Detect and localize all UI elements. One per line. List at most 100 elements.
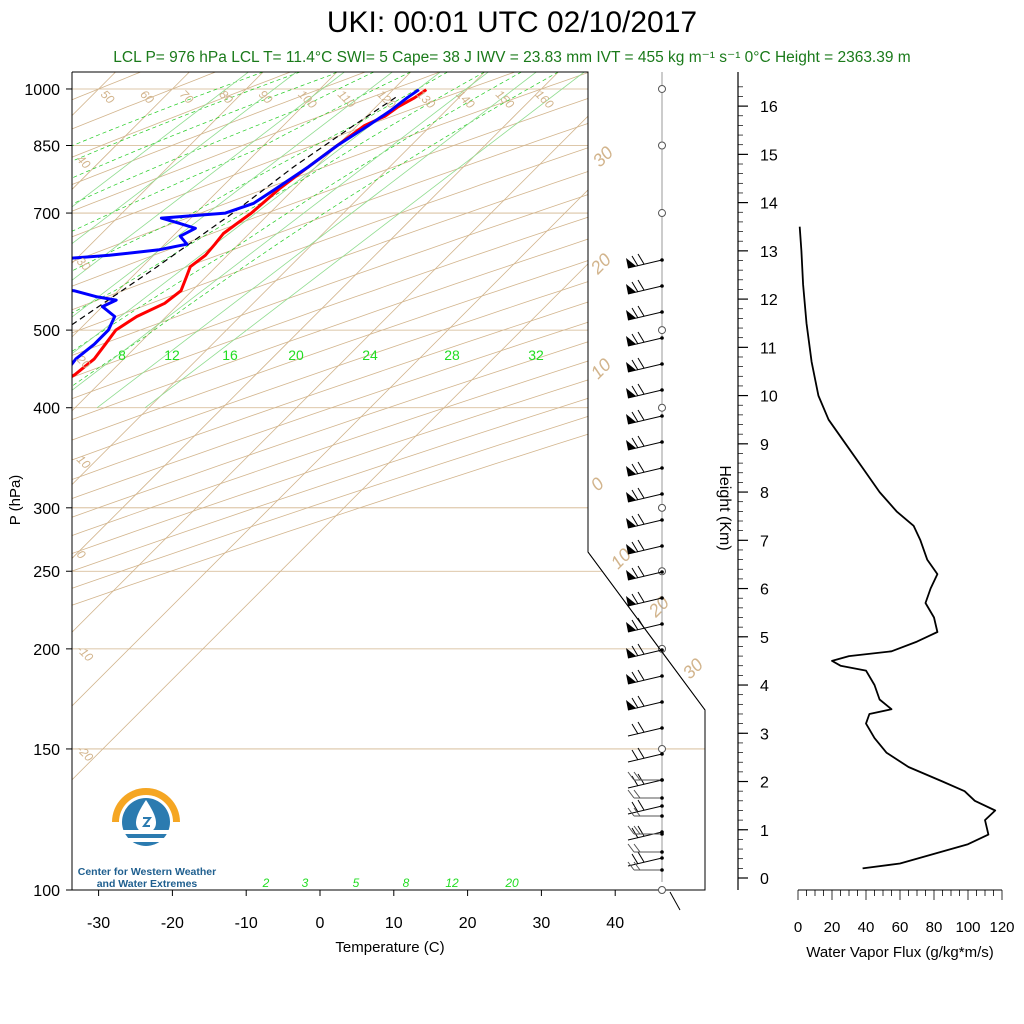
flux-x-axis-title: Water Vapor Flux (g/kg*m/s)	[806, 944, 994, 961]
moist-adiabat-line	[72, 72, 301, 650]
mixing-ratio-top-label: 8	[118, 347, 126, 363]
wind-pennant	[626, 414, 636, 424]
logo-caption-line2: and Water Extremes	[96, 878, 198, 890]
wind-dot	[660, 796, 664, 800]
mixing-ratio-line	[72, 72, 489, 409]
wind-barb	[627, 337, 663, 347]
wind-pennant	[626, 466, 636, 476]
dry-adiabat-line	[72, 72, 705, 890]
skew-t-grid	[72, 72, 705, 890]
tail-line	[669, 891, 681, 911]
height-tick-label: 2	[760, 775, 769, 792]
wind-feather	[631, 515, 639, 527]
dry-adiabat-line	[72, 72, 705, 890]
y-tick-label: 150	[33, 742, 60, 759]
mixing-ratio-top-label: 12	[164, 347, 180, 363]
wind-feather	[631, 463, 639, 475]
isotherm-label: 30	[589, 143, 617, 171]
height-tick-label: 13	[760, 244, 778, 261]
height-tick-label: 9	[760, 437, 769, 454]
y-tick-label: 700	[33, 206, 60, 223]
height-tick-label: 1	[760, 823, 769, 840]
wind-barb	[627, 623, 663, 633]
mixing-ratio-line	[96, 72, 537, 409]
height-tick-label: 8	[760, 485, 769, 502]
logo-caption: Center for Western Weather and Water Ext…	[64, 866, 230, 890]
height-axis-title: Height (Km)	[716, 465, 733, 550]
wind-feather-low	[627, 825, 635, 835]
y-tick-label: 100	[33, 883, 60, 900]
wind-pennant	[626, 596, 636, 606]
moist-adiabat-line	[72, 72, 411, 650]
wind-feather	[637, 721, 645, 733]
wind-feather	[637, 799, 645, 811]
mixing-ratio-bottom-label: 2	[262, 876, 270, 890]
wind-pennant	[626, 570, 636, 580]
height-tick-label: 7	[760, 533, 769, 550]
wind-pennant	[626, 700, 636, 710]
wind-barb	[627, 259, 663, 269]
height-tick-label: 14	[760, 196, 778, 213]
calm-circle	[658, 403, 666, 412]
wind-feather	[637, 305, 645, 317]
wind-barb	[627, 571, 663, 581]
wind-feather-low	[627, 771, 635, 781]
wind-feather	[637, 253, 645, 265]
moist-adiabat-line	[72, 72, 375, 650]
moist-adiabat-line	[72, 72, 448, 650]
isotherm-line	[72, 72, 264, 890]
isotherm-line	[72, 72, 412, 890]
dry-adiabat-label: 80	[216, 87, 236, 107]
wind-feather-low	[633, 843, 641, 853]
wind-feather	[637, 695, 645, 707]
x-tick-label: 20	[459, 915, 477, 932]
calm-circle	[658, 141, 666, 150]
wind-pennant	[626, 544, 636, 554]
wind-feather	[631, 775, 639, 787]
flux-x-tick-label: 20	[824, 919, 841, 936]
wind-barb	[627, 389, 663, 399]
wind-feather	[631, 749, 639, 761]
wind-pennant	[626, 492, 636, 502]
isotherm-line	[72, 72, 633, 890]
parcel-line	[72, 96, 397, 331]
wind-feather	[631, 411, 639, 423]
wind-barb	[627, 831, 663, 841]
wind-feather	[637, 435, 645, 447]
notch-line	[587, 551, 706, 711]
wind-barb	[627, 675, 663, 685]
wind-barb	[627, 779, 663, 789]
mixing-ratio-line	[72, 72, 393, 409]
wind-feather	[631, 671, 639, 683]
dry-adiabat-line	[72, 72, 705, 890]
dry-adiabat-line	[72, 72, 705, 890]
isotherm-line	[72, 72, 485, 890]
wind-pennant	[626, 648, 636, 658]
wind-feather	[637, 461, 645, 473]
mixing-ratio-bottom-label: 12	[445, 876, 459, 890]
wind-pennant	[626, 388, 636, 398]
isotherm-label: 30	[679, 655, 707, 683]
wind-feather	[631, 593, 639, 605]
wind-feather	[637, 643, 645, 655]
isotherm-label: 0	[587, 474, 608, 495]
wind-feather	[631, 827, 639, 839]
wind-feather	[631, 281, 639, 293]
dewpoint-line	[72, 88, 420, 745]
dry-adiabat-label: 50	[98, 87, 118, 107]
wind-feather	[631, 307, 639, 319]
dry-adiabat-line	[72, 72, 705, 890]
water-vapor-flux-line	[798, 226, 997, 870]
dry-adiabat-line	[72, 72, 705, 890]
x-tick-label: 30	[533, 915, 551, 932]
y-tick-label: 850	[33, 139, 60, 156]
temperature-line	[72, 88, 428, 738]
wind-feather	[631, 437, 639, 449]
wind-feather	[631, 255, 639, 267]
wind-barb	[627, 701, 663, 711]
wind-barb	[627, 857, 663, 867]
mixing-ratio-top-label: 24	[362, 347, 378, 363]
isotherm-label: 20	[644, 593, 673, 622]
dry-adiabat-line	[72, 72, 590, 890]
